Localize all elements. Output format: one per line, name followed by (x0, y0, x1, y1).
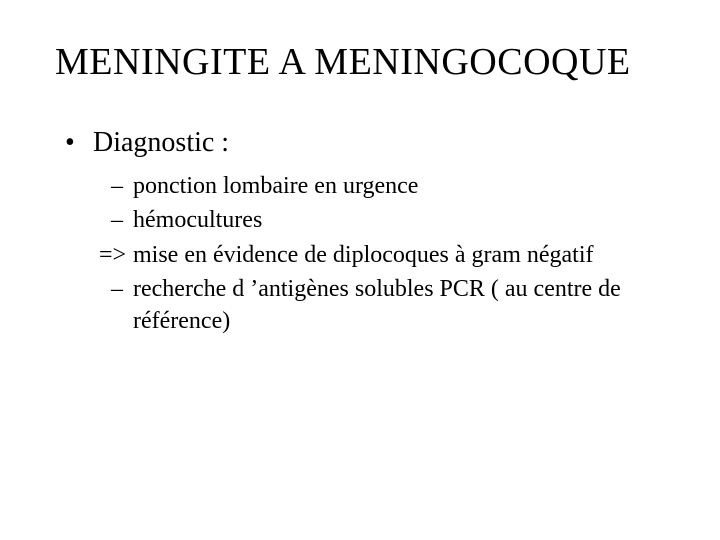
list-item: recherche d ’antigènes solubles PCR ( au… (111, 273, 670, 338)
slide: MENINGITE A MENINGOCOQUE Diagnostic : po… (0, 0, 720, 540)
bullet-list-level1: Diagnostic : ponction lombaire en urgenc… (55, 124, 670, 338)
list-item: mise en évidence de diplocoques à gram n… (111, 239, 670, 271)
slide-title: MENINGITE A MENINGOCOQUE (55, 40, 670, 84)
list-item-text: mise en évidence de diplocoques à gram n… (133, 242, 594, 268)
list-item-text: ponction lombaire en urgence (133, 173, 418, 199)
list-item-text: recherche d ’antigènes solubles PCR ( au… (133, 276, 621, 334)
list-item-text: hémocultures (133, 207, 262, 233)
list-item: Diagnostic : ponction lombaire en urgenc… (65, 124, 670, 338)
bullet-list-level2: ponction lombaire en urgence hémoculture… (93, 170, 670, 338)
list-item-text: Diagnostic : (93, 127, 229, 158)
list-item: hémocultures (111, 204, 670, 236)
list-item: ponction lombaire en urgence (111, 170, 670, 202)
